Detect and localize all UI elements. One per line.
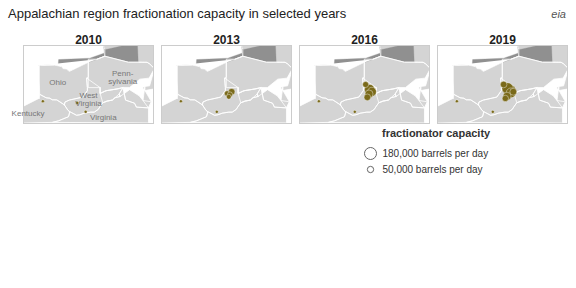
html-text:Appalachian region fractionati: Appalachian region fractionation capacit…: [8, 6, 347, 21]
svg-text:180,000 barrels per day: 180,000 barrels per day: [383, 148, 489, 159]
svg-text:Kentucky: Kentucky: [12, 109, 45, 118]
svg-text:WestVirginia: WestVirginia: [75, 91, 102, 108]
html-text:eia: eia: [551, 8, 566, 20]
svg-text:Penn-sylvania: Penn-sylvania: [108, 69, 137, 86]
svg-text:2013: 2013: [213, 33, 240, 47]
svg-text:Virginia: Virginia: [90, 113, 117, 122]
html-text:fractionator capacity: fractionator capacity: [382, 127, 491, 139]
svg-text:2019: 2019: [489, 33, 516, 47]
svg-text:50,000 barrels per day: 50,000 barrels per day: [383, 164, 483, 175]
svg-text:2016: 2016: [351, 33, 378, 47]
svg-text:Ohio: Ohio: [49, 78, 66, 87]
svg-text:2010: 2010: [75, 33, 102, 47]
